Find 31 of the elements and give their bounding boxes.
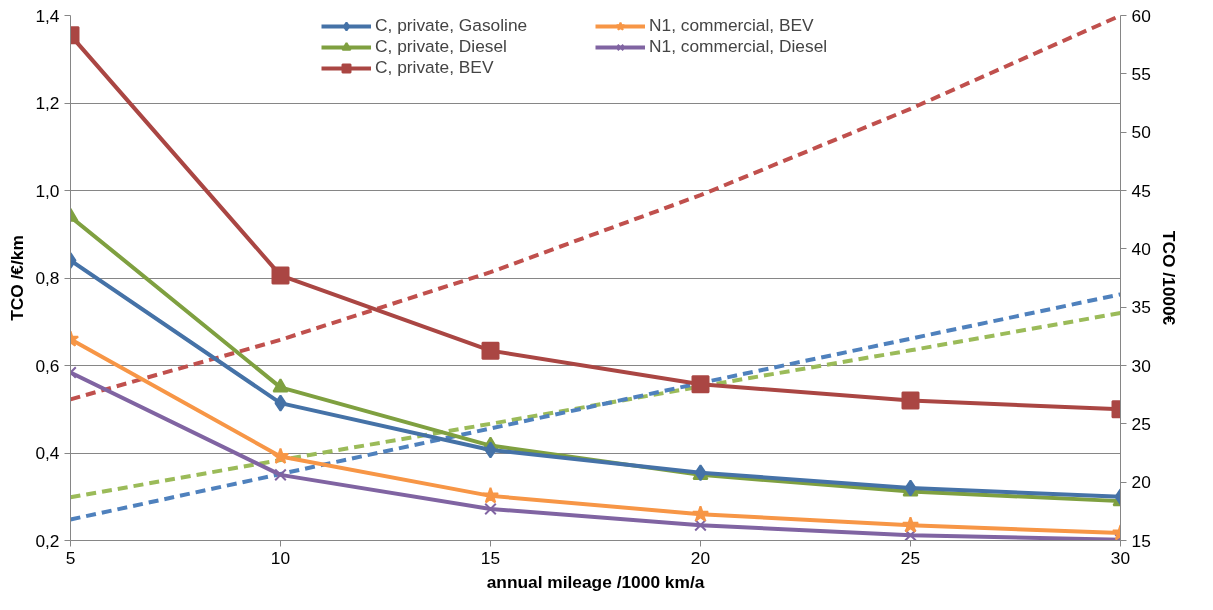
y2-tick-label: 55 [1131, 63, 1151, 84]
y-tick-label: 0,4 [35, 443, 60, 463]
y-tick-label: 1,4 [35, 5, 60, 26]
y2-tick-label: 30 [1131, 355, 1151, 376]
legend-label: C, private, Diesel [375, 36, 508, 57]
y2-tick-label: 35 [1131, 297, 1151, 318]
y2-tick-label: 15 [1131, 530, 1151, 551]
x-tick-label: 20 [690, 547, 711, 568]
y-axis-title: TCO /€/km [7, 235, 28, 321]
y2-tick-label: 40 [1131, 238, 1151, 259]
x-tick-label: 5 [65, 547, 76, 568]
y2-tick-label: 60 [1131, 5, 1151, 26]
y2-axis-title: TCO /1000€ [1158, 230, 1179, 326]
legend-label: C, private, BEV [375, 57, 495, 78]
y2-tick-label: 25 [1131, 413, 1151, 434]
x-axis-title: annual mileage /1000 km/a [486, 571, 705, 592]
legend-label: C, private, Gasoline [375, 15, 529, 36]
y-tick-label: 1,2 [35, 93, 60, 113]
y-tick-label: 1,0 [35, 180, 60, 201]
y-tick-label: 0,2 [35, 530, 60, 551]
legend-label: N1, commercial, BEV [649, 15, 815, 36]
y-tick-label: 0,6 [35, 355, 60, 376]
y2-tick-label: 45 [1131, 180, 1151, 201]
legend-label: N1, commercial, Diesel [649, 36, 829, 57]
y-tick-label: 0,8 [35, 268, 60, 288]
y2-tick-label: 50 [1131, 122, 1151, 143]
x-tick-label: 25 [900, 547, 921, 568]
x-tick-label: 30 [1110, 547, 1131, 568]
y2-tick-label: 20 [1131, 472, 1151, 493]
x-tick-label: 10 [270, 547, 291, 568]
x-tick-label: 15 [480, 547, 501, 568]
